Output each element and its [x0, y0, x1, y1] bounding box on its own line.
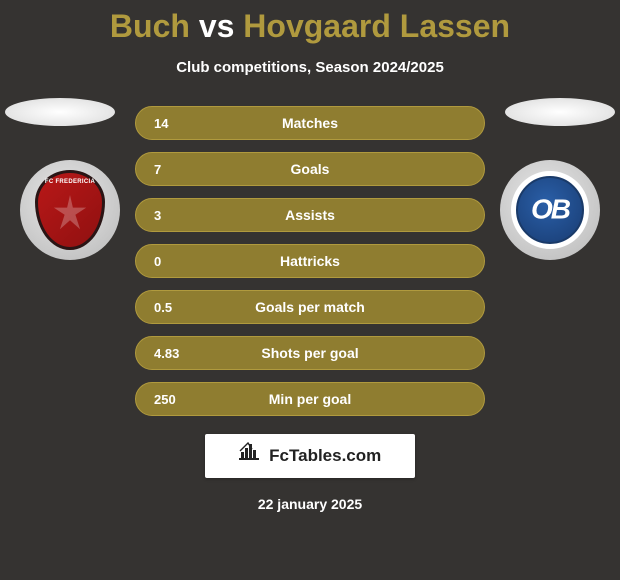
stat-row-hattricks: 0 Hattricks: [135, 244, 485, 278]
stat-label: Goals per match: [255, 299, 365, 315]
stat-value: 4.83: [136, 346, 208, 361]
team-badge-right: [500, 160, 600, 260]
content: 14 Matches 7 Goals 3 Assists 0 Hattricks…: [0, 106, 620, 512]
bar-chart-icon: [239, 434, 259, 478]
stat-value: 0: [136, 254, 208, 269]
fctables-link[interactable]: FcTables.com: [205, 434, 415, 478]
date-label: 22 january 2025: [0, 496, 620, 512]
fctables-label: FcTables.com: [269, 446, 381, 465]
vs-label: vs: [199, 8, 235, 44]
stat-value: 0.5: [136, 300, 208, 315]
stat-label: Hattricks: [280, 253, 340, 269]
stat-row-assists: 3 Assists: [135, 198, 485, 232]
stat-row-min-per-goal: 250 Min per goal: [135, 382, 485, 416]
stats-list: 14 Matches 7 Goals 3 Assists 0 Hattricks…: [135, 106, 485, 416]
stat-label: Matches: [282, 115, 338, 131]
subtitle: Club competitions, Season 2024/2025: [0, 59, 620, 76]
player1-name: Buch: [110, 8, 190, 44]
header: Buch vs Hovgaard Lassen Club competition…: [0, 0, 620, 76]
stat-value: 250: [136, 392, 208, 407]
ellipse-decoration-left: [5, 98, 115, 126]
stat-label: Goals: [291, 161, 330, 177]
stat-label: Min per goal: [269, 391, 351, 407]
stat-row-shots-per-goal: 4.83 Shots per goal: [135, 336, 485, 370]
ellipse-decoration-right: [505, 98, 615, 126]
stat-value: 14: [136, 116, 208, 131]
stat-value: 7: [136, 162, 208, 177]
stat-label: Assists: [285, 207, 335, 223]
page-title: Buch vs Hovgaard Lassen: [0, 8, 620, 45]
player2-name: Hovgaard Lassen: [243, 8, 510, 44]
stat-value: 3: [136, 208, 208, 223]
stat-row-matches: 14 Matches: [135, 106, 485, 140]
stat-row-goals: 7 Goals: [135, 152, 485, 186]
team-badge-left: [20, 160, 120, 260]
stat-label: Shots per goal: [261, 345, 358, 361]
ob-crest-icon: [511, 171, 589, 249]
stat-row-goals-per-match: 0.5 Goals per match: [135, 290, 485, 324]
fredericia-crest-icon: [35, 170, 105, 250]
